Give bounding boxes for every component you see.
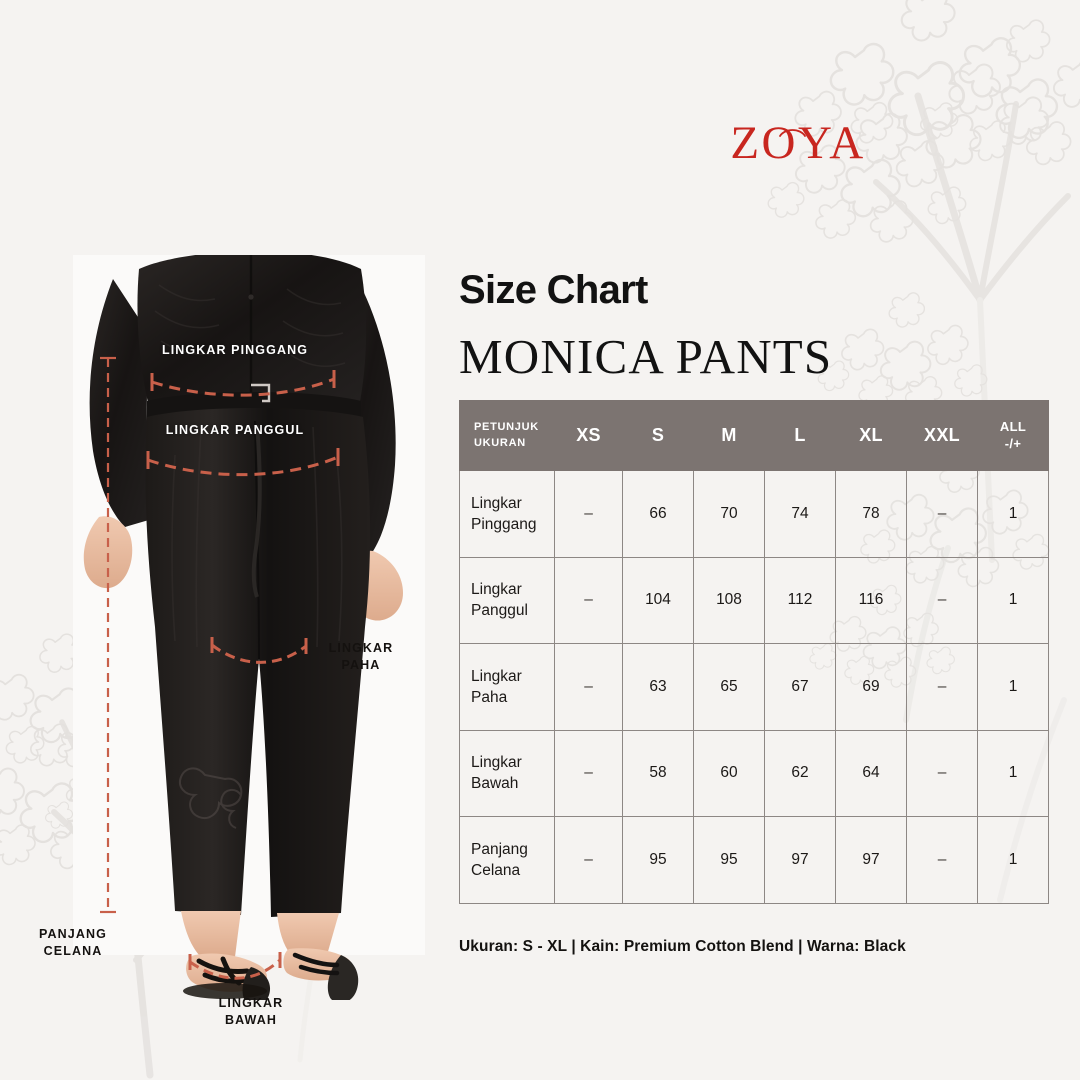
header-cell-m: M	[693, 400, 765, 471]
product-title: MONICA PANTS	[459, 329, 833, 384]
cell-s: 58	[622, 729, 694, 817]
cell-l: 97	[764, 816, 836, 904]
header-cell-l: L	[764, 400, 836, 471]
table-row: Panjang Celana – 95 95 97 97 – 1	[459, 816, 1049, 904]
cell-xxl: –	[906, 816, 978, 904]
cell-xxl: –	[906, 556, 978, 644]
cell-xl: 69	[835, 643, 907, 731]
cell-xs: –	[554, 470, 623, 558]
cell-xxl: –	[906, 470, 978, 558]
cell-xl: 64	[835, 729, 907, 817]
cell-m: 60	[693, 729, 765, 817]
cell-all: 1	[977, 643, 1049, 731]
row-label: Lingkar Pinggang	[459, 470, 555, 558]
header-cell-all: ALL -/+	[977, 400, 1049, 471]
zoya-logo-mark: ZOYA	[730, 117, 865, 169]
cell-all: 1	[977, 729, 1049, 817]
cell-l: 62	[764, 729, 836, 817]
cell-xl: 116	[835, 556, 907, 644]
cell-xs: –	[554, 556, 623, 644]
zoya-logo-accent-arc	[779, 129, 806, 137]
cell-m: 95	[693, 816, 765, 904]
cell-xs: –	[554, 729, 623, 817]
product-photo-panel: LINGKAR PINGGANG LINGKAR PANGGUL LINGKAR…	[0, 0, 460, 1080]
row-label: Panjang Celana	[459, 816, 555, 904]
cell-l: 74	[764, 470, 836, 558]
cell-l: 112	[764, 556, 836, 644]
row-label: Lingkar Panggul	[459, 556, 555, 644]
page-title: Size Chart	[459, 268, 648, 312]
measurement-guides	[100, 356, 340, 980]
cell-xxl: –	[906, 643, 978, 731]
row-label: Lingkar Bawah	[459, 729, 555, 817]
table-header-row: PETUNJUK UKURAN XS S M L XL XXL ALL -/+	[459, 400, 1049, 471]
size-chart-table: PETUNJUK UKURAN XS S M L XL XXL ALL -/+ …	[459, 400, 1049, 904]
cell-s: 66	[622, 470, 694, 558]
cell-all: 1	[977, 816, 1049, 904]
row-label: Lingkar Paha	[459, 643, 555, 731]
cell-m: 70	[693, 470, 765, 558]
annotation-lingkar-panggul: LINGKAR PANGGUL	[165, 423, 305, 437]
cell-l: 67	[764, 643, 836, 731]
cell-m: 65	[693, 643, 765, 731]
cell-all: 1	[977, 470, 1049, 558]
cell-s: 95	[622, 816, 694, 904]
annotation-lingkar-bawah: LINGKAR BAWAH	[218, 996, 284, 1028]
annotation-lingkar-pinggang: LINGKAR PINGGANG	[161, 343, 309, 357]
header-cell-xxl: XXL	[906, 400, 978, 471]
cell-s: 63	[622, 643, 694, 731]
footer-note: Ukuran: S - XL | Kain: Premium Cotton Bl…	[459, 938, 906, 955]
cell-xs: –	[554, 816, 623, 904]
cell-xl: 78	[835, 470, 907, 558]
cell-all: 1	[977, 556, 1049, 644]
annotation-lingkar-paha: LINGKAR PAHA	[328, 641, 394, 673]
zoya-logo-text: ZOYA	[730, 117, 865, 169]
cell-xl: 97	[835, 816, 907, 904]
table-row: Lingkar Paha – 63 65 67 69 – 1	[459, 643, 1049, 731]
cell-s: 104	[622, 556, 694, 644]
annotation-panjang-celana: PANJANG CELANA	[39, 927, 107, 959]
table-row: Lingkar Bawah – 58 60 62 64 – 1	[459, 729, 1049, 817]
header-cell-petunjuk: PETUNJUK UKURAN	[459, 400, 555, 471]
zoya-logo: ZOYA	[708, 112, 888, 174]
header-cell-s: S	[622, 400, 694, 471]
header-cell-xs: XS	[554, 400, 623, 471]
table-row: Lingkar Panggul – 104 108 112 116 – 1	[459, 556, 1049, 644]
cell-xs: –	[554, 643, 623, 731]
cell-xxl: –	[906, 729, 978, 817]
header-cell-xl: XL	[835, 400, 907, 471]
cell-m: 108	[693, 556, 765, 644]
table-row: Lingkar Pinggang – 66 70 74 78 – 1	[459, 470, 1049, 558]
size-chart-content: ZOYA Size Chart MONICA PANTS PETUNJUK UK…	[459, 0, 1080, 1080]
